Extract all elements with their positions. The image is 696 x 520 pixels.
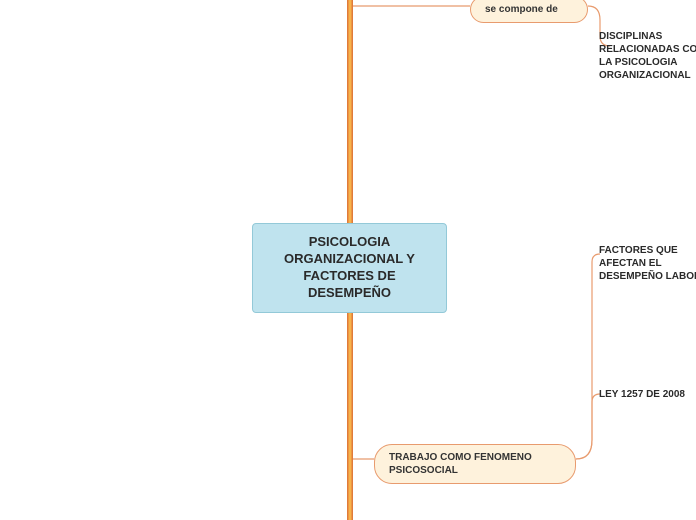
central-node[interactable]: PSICOLOGIA ORGANIZACIONAL Y FACTORES DE …: [252, 223, 447, 313]
central-node-label: PSICOLOGIA ORGANIZACIONAL Y FACTORES DE …: [284, 234, 415, 300]
mindmap-canvas: PSICOLOGIA ORGANIZACIONAL Y FACTORES DE …: [0, 0, 696, 520]
branch-label: TRABAJO COMO FENOMENO PSICOSOCIAL: [389, 452, 532, 476]
leaf-label: DISCIPLINAS RELACIONADAS CON LA PSICOLOG…: [599, 31, 696, 81]
leaf-label: FACTORES QUE AFECTAN EL DESEMPEÑO LABORA…: [599, 245, 696, 282]
branch-node-compone[interactable]: se compone de: [470, 0, 588, 23]
leaf-node-ley[interactable]: LEY 1257 DE 2008: [599, 388, 696, 401]
connector-path: [576, 254, 600, 459]
connector-path: [576, 394, 600, 459]
leaf-node-disciplinas[interactable]: DISCIPLINAS RELACIONADAS CON LA PSICOLOG…: [599, 30, 696, 82]
leaf-label: LEY 1257 DE 2008: [599, 389, 685, 400]
branch-label: se compone de: [485, 4, 558, 15]
leaf-node-factores[interactable]: FACTORES QUE AFECTAN EL DESEMPEÑO LABORA…: [599, 244, 696, 283]
branch-node-trabajo[interactable]: TRABAJO COMO FENOMENO PSICOSOCIAL: [374, 444, 576, 484]
